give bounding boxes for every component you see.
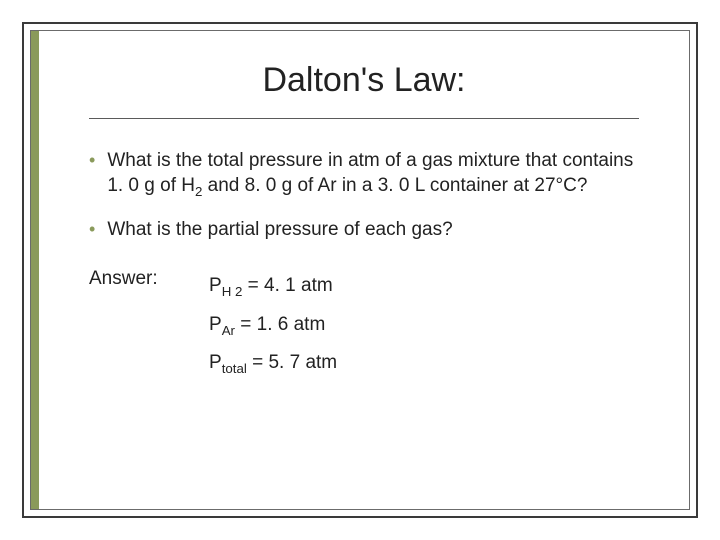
slide-title: Dalton's Law: [89, 61, 639, 100]
answer-val: = 1. 6 atm [235, 314, 325, 335]
answer-sub: H 2 [222, 284, 243, 299]
title-underline [89, 118, 639, 119]
answer-block: Answer: PH 2 = 4. 1 atm PAr = 1. 6 atm P… [89, 268, 639, 382]
answer-val: = 4. 1 atm [242, 275, 332, 296]
answer-p: P [209, 352, 222, 373]
answer-val: = 5. 7 atm [247, 352, 337, 373]
bullet-suffix: and 8. 0 g of Ar in a 3. 0 L container a… [202, 175, 587, 196]
answer-line: Ptotal = 5. 7 atm [209, 345, 337, 381]
bullet-icon: • [89, 151, 95, 169]
bullet-icon: • [89, 220, 95, 238]
bullet-prefix: What is the partial pressure of each gas… [107, 219, 452, 240]
answer-p: P [209, 275, 222, 296]
answer-line: PH 2 = 4. 1 atm [209, 268, 337, 304]
answer-label: Answer: [89, 268, 209, 290]
bullet-item: • What is the partial pressure of each g… [89, 218, 639, 243]
bullet-text: What is the total pressure in atm of a g… [107, 149, 639, 200]
bullet-item: • What is the total pressure in atm of a… [89, 149, 639, 200]
answer-line: PAr = 1. 6 atm [209, 307, 337, 343]
answer-values: PH 2 = 4. 1 atm PAr = 1. 6 atm Ptotal = … [209, 268, 337, 382]
answer-p: P [209, 314, 222, 335]
answer-sub: Ar [222, 322, 235, 337]
answer-sub: total [222, 360, 247, 375]
accent-bar [31, 31, 39, 509]
bullet-text: What is the partial pressure of each gas… [107, 218, 452, 243]
slide-content: Dalton's Law: • What is the total pressu… [39, 31, 689, 509]
